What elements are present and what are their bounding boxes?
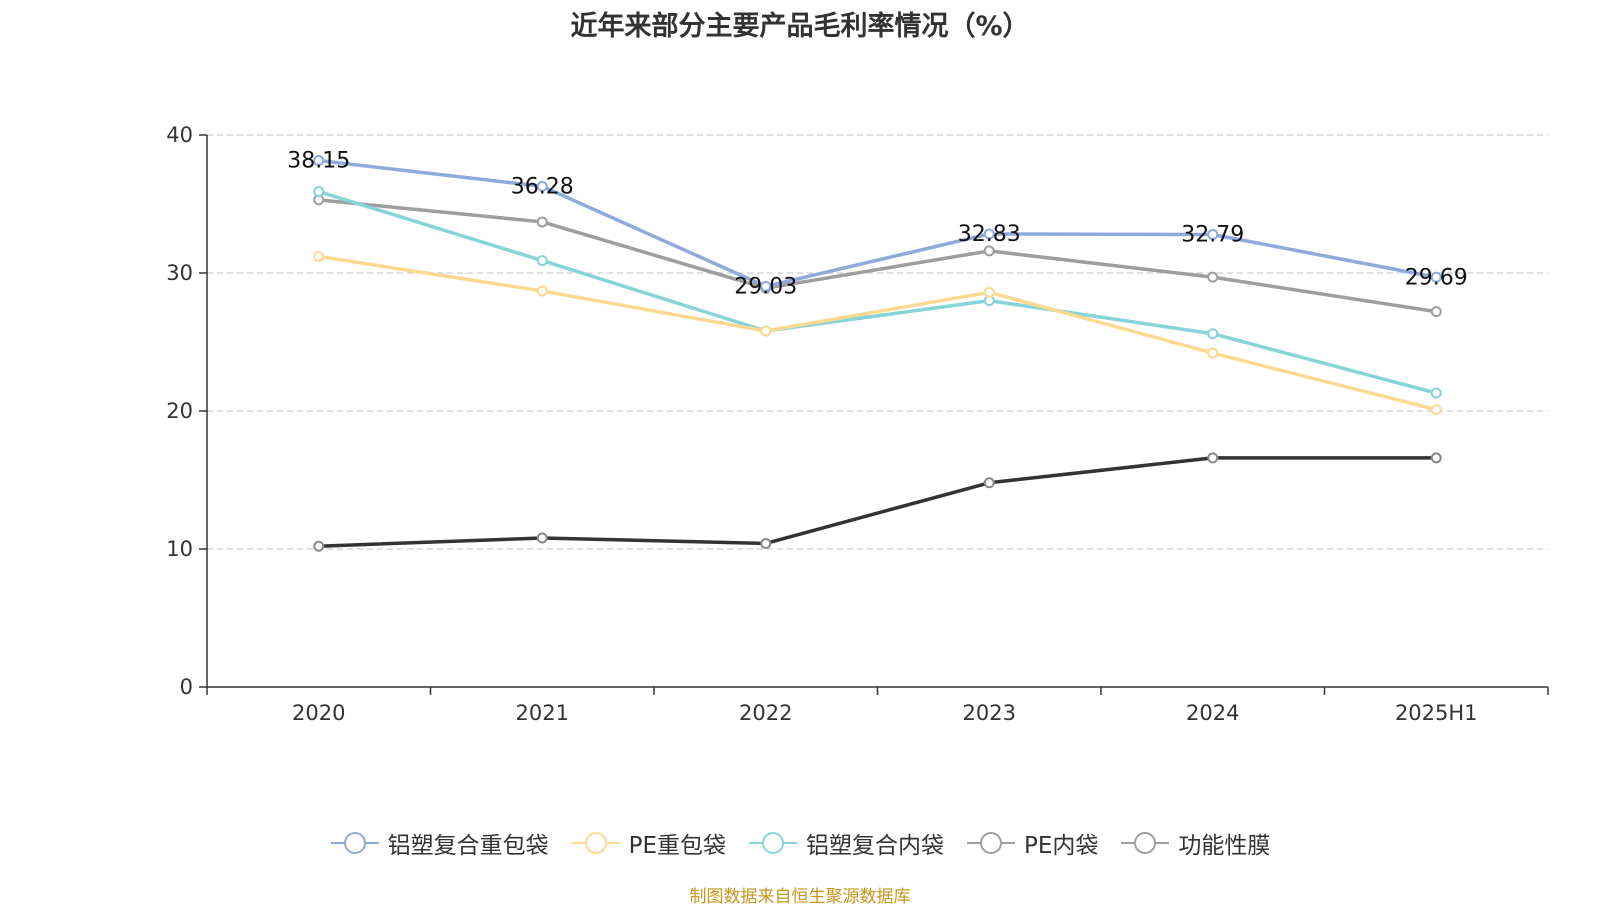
series-line xyxy=(318,198,1437,314)
data-point xyxy=(1207,347,1219,359)
legend-marker-icon xyxy=(749,832,797,854)
data-point xyxy=(536,216,548,228)
series-line xyxy=(318,254,1437,412)
legend-item[interactable]: 铝塑复合重包袋 xyxy=(330,826,549,860)
data-point xyxy=(983,477,995,489)
data-point xyxy=(1207,228,1219,240)
series-line xyxy=(318,456,1437,548)
data-point xyxy=(536,180,548,192)
legend-item[interactable]: 铝塑复合内袋 xyxy=(748,826,944,860)
data-point xyxy=(1207,271,1219,283)
chart-title: 近年来部分主要产品毛利率情况（%） xyxy=(570,11,1030,42)
y-tick-label: 40 xyxy=(166,123,193,147)
data-point xyxy=(1207,452,1219,464)
legend-circle xyxy=(584,832,607,854)
data-point xyxy=(760,280,772,292)
data-point xyxy=(313,250,325,262)
legend-circle xyxy=(343,832,366,854)
x-tick-label: 2023 xyxy=(963,701,1016,725)
y-tick-label: 10 xyxy=(166,537,193,561)
x-tick-label: 2020 xyxy=(292,701,345,725)
grid-lines xyxy=(207,134,1548,550)
line-chart: 0 10 20 30 40 2020 2021 2022 2023 2024 2025H1 38.1… xyxy=(166,123,1549,725)
data-label: 38.15 xyxy=(287,149,350,174)
legend-label: PE内袋 xyxy=(1024,833,1099,859)
data-point xyxy=(983,228,995,240)
data-point xyxy=(536,285,548,297)
data-point xyxy=(536,255,548,267)
data-point xyxy=(760,325,772,337)
legend-item[interactable]: PE内袋 xyxy=(966,826,1098,860)
data-label: 32.83 xyxy=(958,222,1021,247)
data-label: 32.79 xyxy=(1181,222,1244,247)
data-point xyxy=(1207,328,1219,340)
data-point xyxy=(983,245,995,257)
x-tick-label: 2024 xyxy=(1186,701,1239,725)
data-point xyxy=(983,286,995,298)
data-label: 29.03 xyxy=(734,274,797,299)
data-point xyxy=(313,186,325,198)
data-point xyxy=(1430,306,1442,318)
data-point xyxy=(313,540,325,552)
legend-marker-icon xyxy=(1121,832,1170,854)
legend-label: 功能性膜 xyxy=(1178,833,1271,859)
data-label: 36.28 xyxy=(511,174,574,199)
data-point xyxy=(313,155,325,167)
legend-marker-icon xyxy=(967,832,1015,854)
series-line xyxy=(318,189,1437,395)
legend-label: 铝塑复合重包袋 xyxy=(387,833,549,859)
legend-item[interactable]: PE重包袋 xyxy=(571,826,726,860)
source-note: 制图数据来自恒生聚源数据库 xyxy=(689,887,911,907)
axes: 0 10 20 30 40 2020 2021 2022 2023 2024 2025H1 xyxy=(166,123,1549,725)
legend-marker-icon xyxy=(571,832,620,854)
series-lines xyxy=(313,155,1442,552)
data-point xyxy=(1430,452,1442,464)
legend-marker-icon xyxy=(330,832,379,854)
x-tick-label: 2021 xyxy=(516,701,569,725)
data-label: 29.69 xyxy=(1405,265,1468,290)
legend-label: 铝塑复合内袋 xyxy=(806,833,944,859)
data-point xyxy=(1430,387,1442,399)
data-point xyxy=(1430,271,1442,283)
legend: 铝塑复合重包袋 PE重包袋 铝塑复合内袋 PE内袋 功能性膜 xyxy=(0,826,1600,860)
x-tick-label: 2025H1 xyxy=(1395,701,1478,725)
data-point xyxy=(1430,404,1442,416)
legend-label: PE重包袋 xyxy=(628,833,726,859)
series-line xyxy=(318,158,1437,289)
legend-circle xyxy=(1134,832,1157,854)
legend-circle xyxy=(762,832,784,854)
data-point xyxy=(760,537,772,549)
y-tick-label: 20 xyxy=(166,399,193,423)
y-tick-label: 30 xyxy=(166,261,193,285)
data-labels: 38.15 36.28 29.03 32.83 32.79 29.69 xyxy=(287,149,1467,300)
data-point xyxy=(536,532,548,544)
x-tick-label: 2022 xyxy=(739,701,792,725)
legend-circle xyxy=(980,832,1002,854)
legend-item[interactable]: 功能性膜 xyxy=(1120,826,1270,860)
y-tick-label: 0 xyxy=(180,675,193,699)
